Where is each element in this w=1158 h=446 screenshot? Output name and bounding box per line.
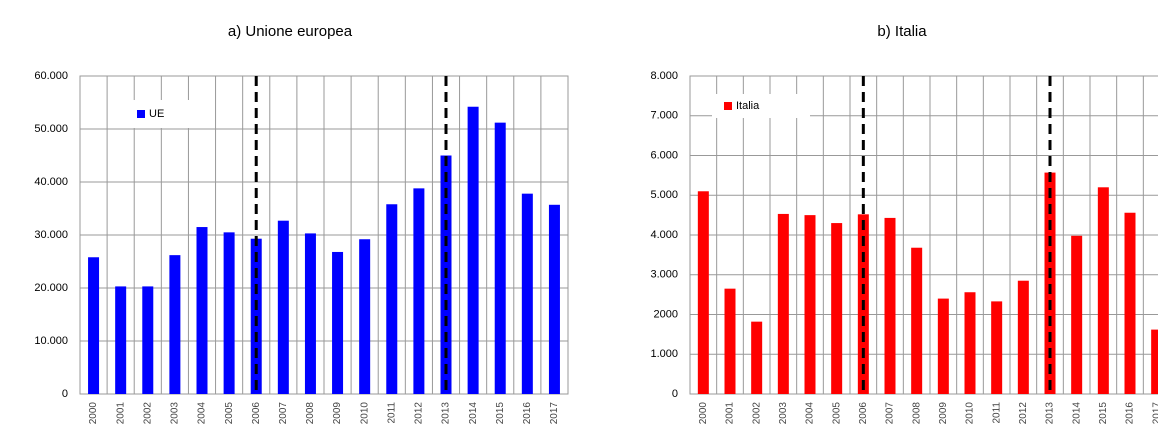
x-tick-label: 2007 [278, 402, 289, 425]
x-tick-label: 2001 [725, 402, 736, 425]
bar [964, 292, 976, 394]
x-tick-label: 2002 [751, 402, 762, 425]
bar [991, 301, 1003, 394]
x-tick-label: 2016 [522, 402, 533, 425]
bar [169, 255, 181, 394]
x-tick-label: 2004 [805, 402, 816, 425]
y-tick-label: 1.000 [650, 348, 678, 360]
x-tick-label: 2006 [251, 402, 262, 425]
bar [359, 239, 371, 394]
bar [304, 233, 316, 394]
x-tick-label: 2008 [911, 402, 922, 425]
bar [413, 188, 425, 394]
x-tick-label: 2017 [1151, 402, 1158, 425]
x-tick-label: 2003 [778, 402, 789, 425]
bar [1017, 280, 1029, 394]
x-tick-label: 2013 [1045, 402, 1056, 425]
x-tick-label: 2009 [938, 402, 949, 425]
bar [884, 217, 896, 394]
chart-title: b) Italia [877, 23, 927, 40]
bar [223, 232, 235, 394]
x-tick-label: 2011 [386, 402, 397, 424]
bar [724, 288, 736, 394]
y-tick-label: 3.000 [650, 269, 678, 281]
y-tick-label: 0 [62, 388, 68, 400]
x-tick-label: 2012 [1018, 402, 1029, 425]
x-tick-label: 2009 [332, 402, 343, 425]
x-tick-label: 2017 [549, 402, 560, 425]
x-tick-label: 2008 [305, 402, 316, 425]
y-tick-label: 4.000 [650, 229, 678, 241]
y-tick-label: 2000 [654, 308, 678, 320]
bar [115, 286, 127, 394]
y-tick-label: 10.000 [34, 335, 68, 347]
chart-title: a) Unione europea [228, 23, 353, 40]
bar [804, 215, 816, 394]
legend-swatch [137, 110, 145, 118]
legend-swatch [724, 102, 732, 110]
x-tick-label: 2007 [885, 402, 896, 425]
bar [196, 227, 208, 394]
y-tick-label: 40.000 [34, 176, 68, 188]
y-tick-label: 6.000 [650, 149, 678, 161]
bar [386, 204, 398, 394]
bar [1071, 235, 1083, 394]
bar [697, 191, 709, 394]
y-tick-label: 50.000 [34, 123, 68, 135]
bar [911, 247, 923, 394]
x-tick-label: 2015 [1098, 402, 1109, 425]
bar [1044, 172, 1056, 394]
bar [1124, 212, 1136, 394]
bar [467, 106, 479, 395]
x-tick-label: 2010 [359, 402, 370, 425]
x-tick-label: 2000 [88, 402, 99, 425]
x-tick-label: 2012 [414, 402, 425, 425]
x-tick-label: 2010 [965, 402, 976, 425]
x-tick-label: 2015 [495, 402, 506, 425]
bar [521, 193, 533, 394]
bar [548, 204, 560, 394]
bar [277, 220, 289, 394]
bar [1097, 187, 1109, 394]
x-tick-label: 2006 [858, 402, 869, 425]
y-tick-label: 20.000 [34, 282, 68, 294]
bar [937, 298, 949, 394]
x-tick-label: 2001 [115, 402, 126, 425]
x-tick-label: 2005 [224, 402, 235, 425]
bar [751, 321, 763, 394]
y-tick-label: 5.000 [650, 189, 678, 201]
bar [777, 213, 789, 394]
x-tick-label: 2003 [170, 402, 181, 425]
y-tick-label: 60.000 [34, 70, 68, 82]
legend-label: UE [149, 108, 164, 120]
bar [332, 251, 344, 394]
x-tick-label: 2005 [831, 402, 842, 425]
x-tick-label: 2014 [468, 402, 479, 425]
y-tick-label: 8.000 [650, 70, 678, 82]
x-tick-label: 2011 [991, 402, 1002, 424]
y-tick-label: 30.000 [34, 229, 68, 241]
legend-label: Italia [736, 100, 760, 112]
bar [494, 122, 506, 394]
bar [88, 257, 100, 394]
x-tick-label: 2000 [698, 402, 709, 425]
legend-box [125, 100, 190, 128]
y-tick-label: 7.000 [650, 110, 678, 122]
y-tick-label: 0 [672, 388, 678, 400]
x-tick-label: 2004 [197, 402, 208, 425]
bar [831, 223, 843, 394]
bar [142, 286, 154, 394]
x-tick-label: 2014 [1071, 402, 1082, 425]
bar [1151, 329, 1158, 394]
x-tick-label: 2016 [1125, 402, 1136, 425]
x-tick-label: 2013 [441, 402, 452, 425]
x-tick-label: 2002 [142, 402, 153, 425]
